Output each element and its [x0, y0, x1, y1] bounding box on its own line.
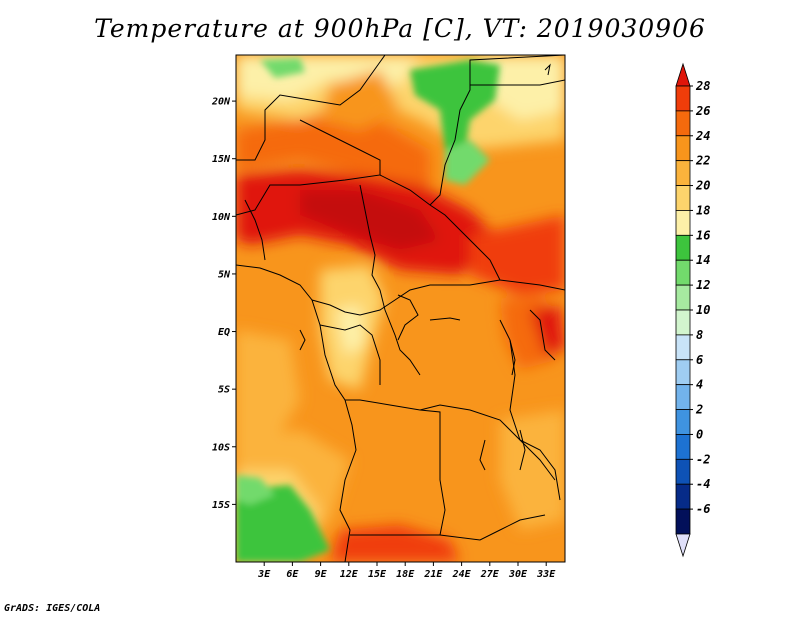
colorbar-swatch — [675, 409, 691, 435]
colorbar-label: 8 — [696, 328, 703, 342]
lon-tick-label: 30E — [508, 569, 528, 580]
lon-tick-label: 27E — [480, 569, 500, 580]
lat-tick-label: 10N — [212, 212, 231, 223]
colorbar-swatch — [675, 334, 691, 361]
colorbar-label: -4 — [696, 477, 710, 491]
lat-tick-label: 10S — [212, 442, 230, 453]
chart-title: Temperature at 900hPa [C], VT: 201903090… — [94, 14, 706, 43]
colorbar-label: 22 — [695, 154, 710, 168]
lon-tick-label: 33E — [536, 569, 556, 580]
lat-tick-label: 5S — [218, 385, 230, 396]
colorbar-label: 26 — [695, 104, 710, 118]
colorbar-swatch — [675, 309, 691, 336]
lat-tick-label: 20N — [211, 97, 231, 108]
colorbar-swatch — [675, 483, 691, 510]
colorbar-label: -6 — [696, 502, 710, 516]
colorbar-label: 4 — [696, 378, 703, 392]
colorbar-label: 28 — [695, 79, 710, 93]
colorbar-label: 12 — [696, 278, 710, 292]
lon-tick-label: 18E — [396, 569, 415, 580]
country-borders — [236, 55, 565, 562]
colorbar-label: 0 — [696, 427, 703, 441]
longitude-axis: 3E 6E 9E 12E 15E 18E 21E 24E 27E 30E 33E — [257, 562, 556, 580]
lon-tick-label: 3E — [257, 569, 271, 580]
colorbar-swatch — [675, 508, 691, 535]
colorbar-label: 2 — [695, 403, 703, 417]
colorbar-label: 6 — [696, 353, 703, 367]
colorbar-swatch — [675, 458, 691, 485]
colorbar-swatch — [675, 259, 691, 286]
lon-tick-label: 15E — [368, 569, 387, 580]
colorbar-label: 14 — [696, 253, 710, 267]
lon-tick-label: 24E — [452, 569, 472, 580]
lon-tick-label: 6E — [286, 569, 299, 580]
colorbar-swatch — [675, 434, 691, 460]
lat-tick-label: EQ — [218, 327, 230, 338]
lat-tick-label: 5N — [218, 269, 231, 280]
colorbar-bottom-arrow — [675, 533, 691, 558]
colorbar-label: 18 — [696, 203, 710, 217]
lat-tick-label: 15N — [212, 154, 231, 165]
colorbar-label: 16 — [696, 228, 710, 242]
colorbar-swatch — [675, 110, 691, 137]
lon-tick-label: 9E — [315, 569, 328, 580]
colorbar-swatch — [675, 359, 691, 386]
colorbar-swatch — [675, 135, 691, 162]
colorbar-label: 10 — [696, 303, 710, 317]
lon-tick-label: 21E — [423, 569, 443, 580]
lat-tick-label: 15S — [212, 500, 230, 511]
latitude-axis: 20N 15N 10N 5N EQ 5S 10S 15S — [211, 97, 236, 511]
colorbar-swatch — [675, 234, 691, 261]
map-frame — [235, 54, 566, 563]
colorbar-swatch — [675, 384, 691, 410]
colorbar-top-arrow — [675, 62, 691, 87]
colorbar-label: -2 — [696, 452, 710, 466]
colorbar-label: 24 — [695, 129, 710, 143]
grads-credit: GrADS: IGES/COLA — [4, 603, 101, 614]
colorbar-label: 20 — [695, 179, 710, 193]
colorbar-swatch — [675, 160, 691, 186]
field-green-areas — [236, 58, 500, 562]
lon-tick-label: 12E — [340, 569, 359, 580]
colorbar-swatch — [675, 85, 691, 112]
temperature-field — [236, 55, 565, 562]
colorbar-swatch — [675, 210, 691, 236]
colorbar-swatch — [675, 185, 691, 211]
colorbar-swatch — [675, 284, 691, 311]
